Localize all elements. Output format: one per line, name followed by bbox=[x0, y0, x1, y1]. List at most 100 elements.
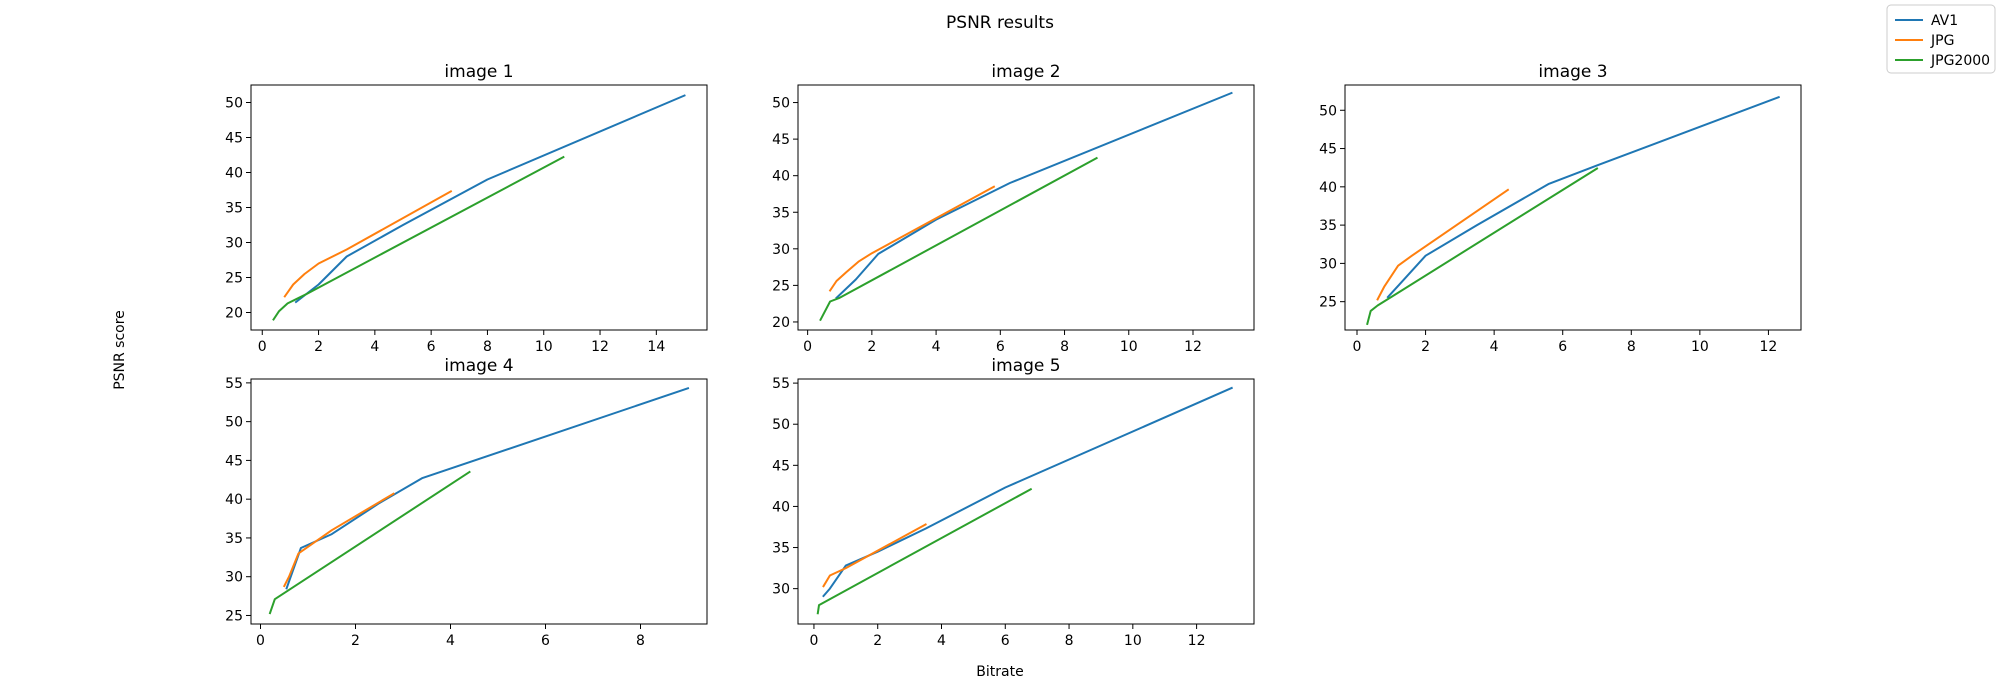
series-line-jpg2000 bbox=[272, 155, 565, 321]
subplot-title: image 2 bbox=[991, 62, 1060, 82]
axes-frame bbox=[797, 378, 1255, 625]
y-tick-label: 50 bbox=[772, 417, 790, 433]
y-tick-label: 45 bbox=[225, 453, 243, 469]
figure-ylabel: PSNR score bbox=[112, 310, 128, 390]
y-tick-label: 35 bbox=[225, 531, 243, 547]
series-line-av1 bbox=[285, 387, 690, 590]
y-tick-label: 25 bbox=[225, 271, 243, 287]
figure-legend: AV1 JPG JPG2000 bbox=[1886, 4, 1996, 74]
y-tick-label: 45 bbox=[1319, 142, 1337, 158]
figure-title: PSNR results bbox=[946, 13, 1054, 33]
y-tick-label: 30 bbox=[225, 236, 243, 252]
legend-label-jpg: JPG bbox=[1930, 33, 1954, 49]
x-tick-label: 10 bbox=[1691, 339, 1709, 355]
subplot-title: image 4 bbox=[444, 356, 513, 376]
y-tick-label: 30 bbox=[225, 570, 243, 586]
x-tick-label: 14 bbox=[647, 339, 665, 355]
axes-frame bbox=[250, 378, 708, 625]
x-tick-label: 2 bbox=[351, 633, 360, 649]
y-tick-label: 35 bbox=[225, 201, 243, 217]
axes-frame bbox=[1344, 84, 1802, 331]
y-tick-label: 40 bbox=[225, 492, 243, 508]
x-tick-label: 6 bbox=[1001, 633, 1010, 649]
subplot-5: 0 2 4 6 8 10 12 30 35 40 45 50 55 image 5 bbox=[772, 356, 1255, 649]
y-tick-label: 50 bbox=[772, 96, 790, 112]
figure-xlabel: Bitrate bbox=[976, 664, 1023, 680]
subplot-2: 0 2 4 6 8 10 12 20 25 30 35 40 45 50 image 2 bbox=[772, 62, 1255, 355]
y-tick-label: 40 bbox=[1319, 180, 1337, 196]
x-tick-label: 0 bbox=[803, 339, 812, 355]
y-tick-label: 25 bbox=[772, 278, 790, 294]
subplot-title: image 1 bbox=[444, 62, 513, 82]
x-tick-label: 10 bbox=[1120, 339, 1138, 355]
y-tick-label: 35 bbox=[772, 205, 790, 221]
y-tick-label: 35 bbox=[772, 541, 790, 557]
series-line-jpg2000 bbox=[816, 487, 1033, 615]
series-line-jpg2000 bbox=[268, 470, 471, 615]
y-tick-label: 40 bbox=[772, 169, 790, 185]
y-tick-label: 20 bbox=[772, 315, 790, 331]
x-tick-label: 8 bbox=[1065, 633, 1074, 649]
x-tick-label: 6 bbox=[541, 633, 550, 649]
x-tick-label: 4 bbox=[1490, 339, 1499, 355]
y-tick-label: 45 bbox=[225, 131, 243, 147]
x-tick-label: 12 bbox=[591, 339, 609, 355]
x-tick-label: 0 bbox=[809, 633, 818, 649]
y-tick-label: 55 bbox=[772, 376, 790, 392]
x-tick-label: 4 bbox=[932, 339, 941, 355]
y-tick-label: 20 bbox=[225, 306, 243, 322]
x-tick-label: 6 bbox=[1558, 339, 1567, 355]
x-tick-label: 2 bbox=[1421, 339, 1430, 355]
y-tick-label: 40 bbox=[772, 499, 790, 515]
y-tick-label: 30 bbox=[772, 242, 790, 258]
legend-label-jpg2000: JPG2000 bbox=[1930, 53, 1990, 69]
x-tick-label: 8 bbox=[1627, 339, 1636, 355]
subplot-1: 0 2 4 6 8 10 12 14 20 25 30 35 40 45 50 image 1 bbox=[225, 62, 708, 355]
subplot-title: image 3 bbox=[1538, 62, 1607, 82]
series-line-jpg2000 bbox=[819, 156, 1098, 322]
subplot-4: 0 2 4 6 8 25 30 35 40 45 50 55 image 4 bbox=[225, 356, 708, 649]
x-tick-label: 0 bbox=[258, 339, 267, 355]
series-line-av1 bbox=[294, 94, 686, 304]
y-tick-label: 50 bbox=[225, 415, 243, 431]
subplot-title: image 5 bbox=[991, 356, 1060, 376]
series-line-av1 bbox=[835, 91, 1233, 300]
x-tick-label: 6 bbox=[996, 339, 1005, 355]
x-tick-label: 4 bbox=[937, 633, 946, 649]
y-tick-label: 45 bbox=[772, 132, 790, 148]
y-tick-label: 45 bbox=[772, 458, 790, 474]
x-tick-label: 2 bbox=[873, 633, 882, 649]
y-tick-label: 30 bbox=[1319, 256, 1337, 272]
series-line-jpg bbox=[282, 492, 395, 588]
series-line-jpg bbox=[1376, 188, 1510, 301]
y-tick-label: 50 bbox=[1319, 103, 1337, 119]
series-line-jpg2000 bbox=[1366, 167, 1599, 326]
series-line-jpg bbox=[283, 190, 453, 298]
series-line-jpg bbox=[822, 523, 927, 588]
series-line-av1 bbox=[1386, 95, 1780, 299]
y-tick-label: 30 bbox=[772, 582, 790, 598]
x-tick-label: 2 bbox=[314, 339, 323, 355]
legend-box bbox=[1886, 4, 1996, 74]
axes-frame bbox=[250, 84, 708, 331]
x-tick-label: 10 bbox=[535, 339, 553, 355]
x-tick-label: 8 bbox=[636, 633, 645, 649]
x-tick-label: 8 bbox=[483, 339, 492, 355]
x-tick-label: 12 bbox=[1184, 339, 1202, 355]
subplot-3: 0 2 4 6 8 10 12 25 30 35 40 45 50 image 3 bbox=[1319, 62, 1802, 355]
y-tick-label: 25 bbox=[1319, 295, 1337, 311]
x-tick-label: 4 bbox=[370, 339, 379, 355]
y-tick-label: 50 bbox=[225, 96, 243, 112]
y-tick-label: 25 bbox=[225, 608, 243, 624]
x-tick-label: 12 bbox=[1760, 339, 1778, 355]
legend-label-av1: AV1 bbox=[1931, 13, 1958, 29]
x-tick-label: 4 bbox=[446, 633, 455, 649]
y-tick-label: 55 bbox=[225, 376, 243, 392]
y-tick-label: 40 bbox=[225, 166, 243, 182]
x-tick-label: 6 bbox=[427, 339, 436, 355]
x-tick-label: 0 bbox=[1353, 339, 1362, 355]
series-line-jpg bbox=[828, 185, 996, 292]
x-tick-label: 0 bbox=[256, 633, 265, 649]
